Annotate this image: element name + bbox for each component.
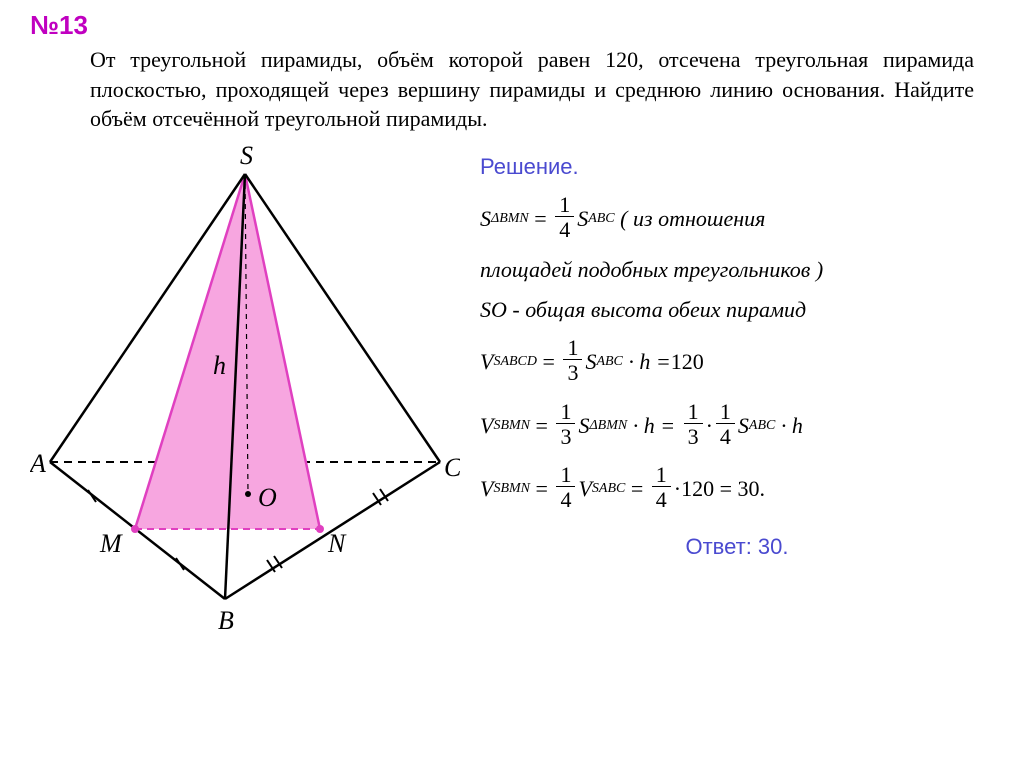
answer-value: 30.: [758, 534, 789, 559]
eq-vol-final: VSBMN = 14 VSABC = 14 ·120 = 30.: [480, 464, 994, 513]
diagram-svg: S A C B M N O h: [30, 144, 460, 654]
eq-vol-section: VSBMN = 13 SΔBMN · h = 13 · 14 SABC · h: [480, 401, 994, 450]
eq-height-note: SO - общая высота обеих пирамид: [480, 297, 994, 323]
eq-area-note: площадей подобных треугольников ): [480, 257, 994, 283]
label-B: B: [218, 606, 234, 635]
content-row: S A C B M N O h Решение. SΔBMN = 14 SABC…: [30, 144, 994, 660]
problem-number: №13: [30, 10, 994, 41]
label-M: M: [99, 529, 123, 558]
eq-area-ratio: SΔBMN = 14 SABC ( из отношения: [480, 194, 994, 243]
pyramid-diagram: S A C B M N O h: [30, 144, 460, 660]
label-S: S: [240, 144, 253, 170]
label-O: O: [258, 483, 277, 512]
label-C: C: [444, 453, 460, 482]
answer: Ответ: 30.: [480, 534, 994, 560]
eq-vol-full: VSABCD = 13 SABC · h =120: [480, 337, 994, 386]
solution-block: Решение. SΔBMN = 14 SABC ( из отношения …: [460, 144, 994, 560]
answer-label: Ответ:: [685, 534, 757, 559]
solution-title: Решение.: [480, 154, 994, 180]
problem-text: От треугольной пирамиды, объём которой р…: [90, 45, 974, 134]
label-h: h: [213, 351, 226, 380]
label-N: N: [327, 529, 347, 558]
label-A: A: [30, 449, 46, 478]
